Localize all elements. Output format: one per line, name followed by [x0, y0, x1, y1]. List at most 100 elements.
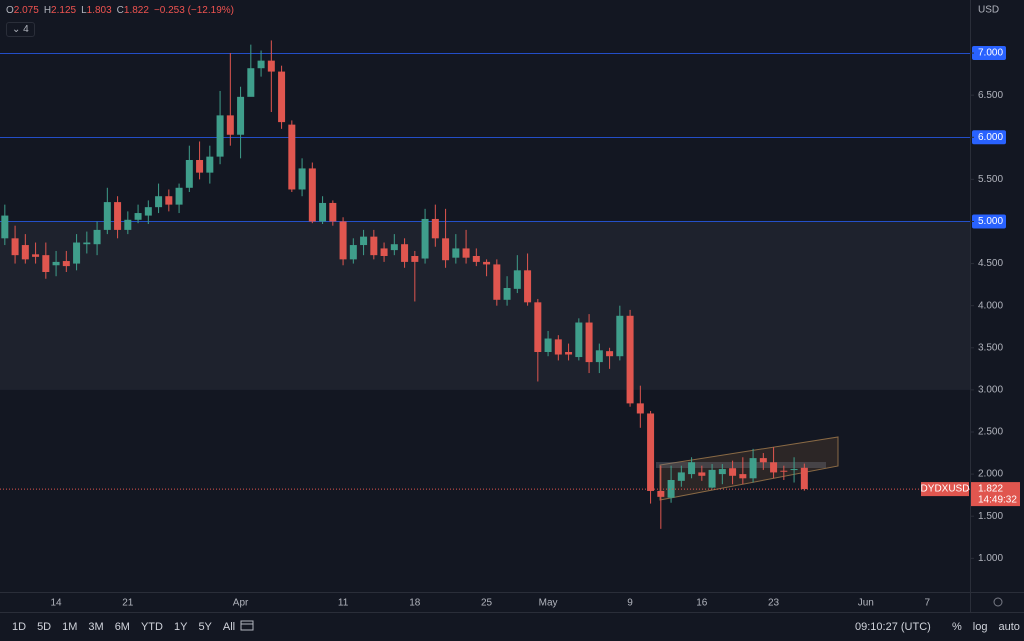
candle-body: [370, 236, 378, 256]
candle-body: [513, 270, 521, 289]
y-tick-label: 5.000: [978, 216, 1003, 227]
x-tick-label: 9: [627, 598, 633, 609]
candle-body: [1, 215, 9, 239]
x-tick-label: 21: [122, 598, 134, 609]
candle-body: [257, 60, 265, 69]
bottom-toolbar: 1D 5D 1M 3M 6M YTD 1Y 5Y All 09:10:27 (UTC) % log…: [0, 612, 1024, 641]
candle-body: [780, 470, 788, 472]
change: −0.253 (−12.19%): [153, 5, 234, 16]
range-button[interactable]: YTD: [140, 621, 163, 633]
candle-body: [544, 338, 552, 352]
candle-body: [42, 255, 50, 272]
candle-body: [411, 256, 419, 262]
candle-body: [667, 480, 675, 498]
x-tick-label: Jun: [858, 598, 874, 609]
symbol-label: DYDXUSD: [921, 484, 970, 495]
candle-body: [339, 221, 347, 260]
candle-body: [216, 115, 224, 157]
candle-body: [155, 196, 163, 208]
candle-body: [534, 302, 542, 352]
candle-body: [503, 288, 511, 300]
close-value: 1.822: [123, 5, 149, 16]
x-tick-label: 7: [925, 598, 931, 609]
zone-layer: [0, 221, 970, 390]
candle-body: [308, 168, 316, 222]
candle-body: [196, 160, 204, 173]
y-tick-label: 2.500: [978, 427, 1003, 438]
x-tick-label: 16: [696, 598, 708, 609]
symbol-badge: [921, 482, 969, 497]
low-value: 1.803: [86, 5, 112, 16]
candle-body: [390, 244, 398, 251]
y-tick-label: 1.500: [978, 511, 1003, 522]
candle-body: [606, 351, 614, 357]
x-tick-label: 23: [768, 598, 780, 609]
candle-body: [319, 202, 327, 222]
candle-body: [114, 202, 122, 230]
x-tick-label: Apr: [233, 598, 249, 609]
range-button[interactable]: All: [222, 621, 236, 633]
y-tick-label: 4.000: [978, 300, 1003, 311]
candle-body: [21, 245, 29, 260]
date-range-icon[interactable]: [240, 619, 254, 631]
candle-body: [688, 462, 696, 475]
range-button[interactable]: 1D: [12, 621, 27, 633]
range-button[interactable]: 1M: [62, 621, 78, 633]
range-button[interactable]: 1Y: [173, 621, 188, 633]
candle-body: [472, 256, 480, 262]
x-tick-label: 18: [409, 598, 421, 609]
candle-body: [575, 322, 583, 358]
candle-body: [298, 168, 306, 190]
currency: USD: [978, 5, 999, 16]
clock: 09:10:27 (UTC): [855, 621, 931, 633]
range-button[interactable]: 6M: [114, 621, 130, 633]
candle-body: [708, 469, 716, 488]
candle-body: [636, 403, 644, 414]
level-layer: [0, 53, 970, 222]
candle-body: [677, 472, 685, 481]
candle-body: [493, 264, 501, 300]
countdown: 14:49:32: [978, 495, 1017, 506]
scale-button[interactable]: auto: [998, 621, 1020, 633]
level-badge: [972, 46, 1006, 61]
indicators-toggle[interactable]: ⌄ 4: [6, 22, 35, 37]
range-button[interactable]: 3M: [88, 621, 104, 633]
candle-body: [739, 474, 747, 479]
level-badge: [972, 214, 1006, 229]
candle-body: [524, 270, 532, 303]
candle-body: [11, 238, 19, 256]
high-value: 2.125: [51, 5, 77, 16]
candle-body: [770, 462, 778, 473]
axes: 1.000 1.500 2.000 2.500 3.000 3.500 4.000 4.500…: [51, 46, 1006, 609]
range-button[interactable]: 5D: [37, 621, 52, 633]
candle-body: [124, 219, 132, 230]
candle-body: [626, 315, 634, 404]
y-tick-label: 7.000: [978, 48, 1003, 59]
range-drawing: [656, 462, 826, 468]
candle-body: [401, 244, 409, 262]
candle-body: [698, 472, 706, 476]
candle-body: [103, 202, 111, 230]
candle-body: [565, 352, 573, 355]
candle-body: [462, 248, 470, 258]
range-button[interactable]: 5Y: [198, 621, 212, 633]
price-badge: [971, 482, 1020, 507]
candle-body: [729, 468, 737, 476]
scale-button[interactable]: %: [952, 621, 962, 633]
scale-button[interactable]: log: [972, 621, 988, 633]
x-tick-label: 14: [51, 598, 63, 609]
candle-body: [237, 96, 245, 135]
candle-body: [247, 68, 255, 97]
candle-body: [647, 413, 655, 491]
candles: [1, 40, 808, 529]
candle-body: [790, 469, 798, 471]
settings-icon[interactable]: [993, 597, 1003, 607]
candle-body: [73, 242, 81, 264]
channel-drawing: [659, 436, 839, 501]
candle-body: [267, 60, 275, 72]
x-tick-label: 25: [481, 598, 493, 609]
candle-body: [585, 322, 593, 363]
candle-body: [288, 124, 296, 190]
y-tick-label: 1.000: [978, 553, 1003, 564]
